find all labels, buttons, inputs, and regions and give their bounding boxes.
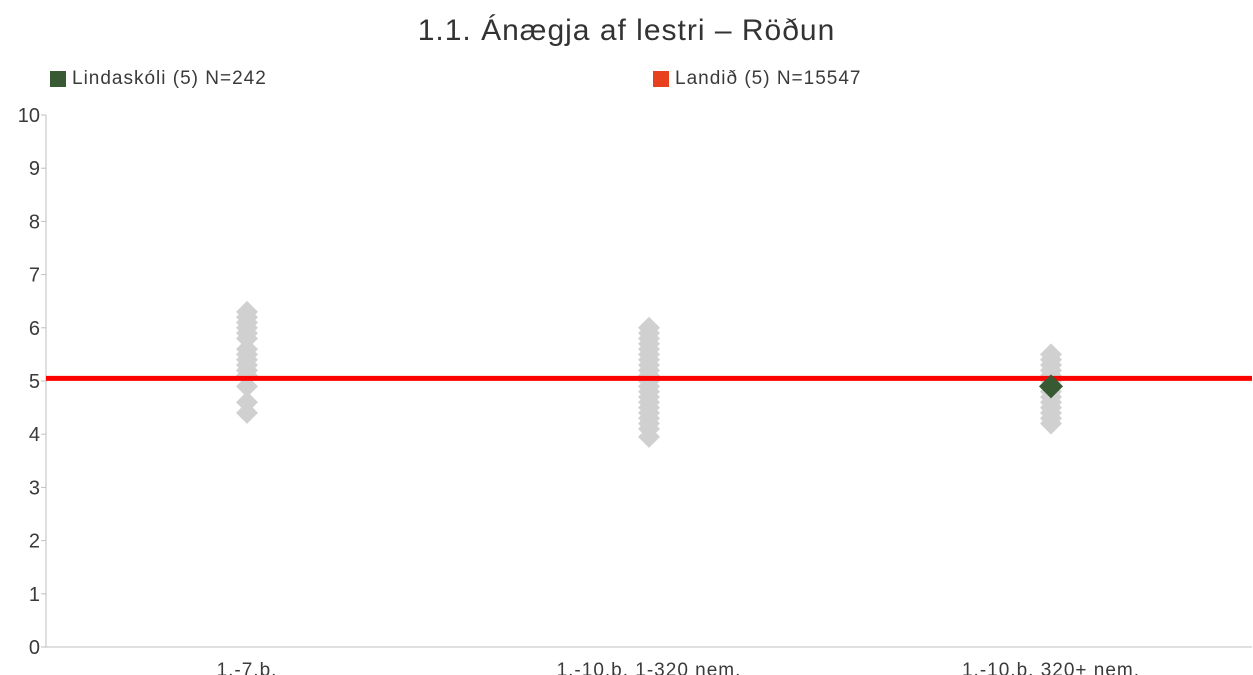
other-school-point: [236, 300, 258, 323]
legend-item-school: Lindaskóli (5) N=242: [50, 68, 267, 90]
y-tick-label: 0: [29, 637, 40, 659]
y-tick-label: 3: [29, 477, 40, 499]
y-tick-label: 7: [29, 265, 40, 287]
school-markers: [1039, 374, 1063, 399]
legend-item-national: Landið (5) N=15547: [653, 68, 862, 90]
y-tick-label: 6: [29, 318, 40, 340]
legend-label-national: Landið (5) N=15547: [675, 68, 862, 89]
y-tick-label: 5: [29, 371, 40, 393]
y-tick-label: 1: [29, 584, 40, 606]
other-school-point: [1040, 343, 1062, 366]
x-category-label: 1.-10.b. 1-320 nem.: [557, 660, 742, 675]
y-tick-label: 2: [29, 531, 40, 553]
axes: 0 1 2 3 4 5 6 7 8 9 10 1.-7.b. 1.-10.b. 1-320 nem. 1.…: [18, 105, 1252, 675]
legend-swatch-national: [653, 71, 669, 87]
x-category-label: 1.-10.b. 320+ nem.: [962, 660, 1140, 675]
other-school-point: [236, 391, 258, 414]
other-schools-markers: [236, 300, 1062, 448]
legend-swatch-school: [50, 71, 66, 87]
y-tick-label: 10: [18, 105, 40, 127]
y-tick-label: 4: [29, 424, 40, 446]
other-school-point: [638, 316, 660, 339]
school-point: [1039, 374, 1063, 399]
y-tick-label: 8: [29, 211, 40, 233]
y-tick-label: 9: [29, 158, 40, 180]
x-category-label: 1.-7.b.: [217, 660, 278, 675]
chart-title: 1.1. Ánægja af lestri – Röðun: [417, 14, 836, 47]
legend-label-school: Lindaskóli (5) N=242: [72, 68, 267, 89]
